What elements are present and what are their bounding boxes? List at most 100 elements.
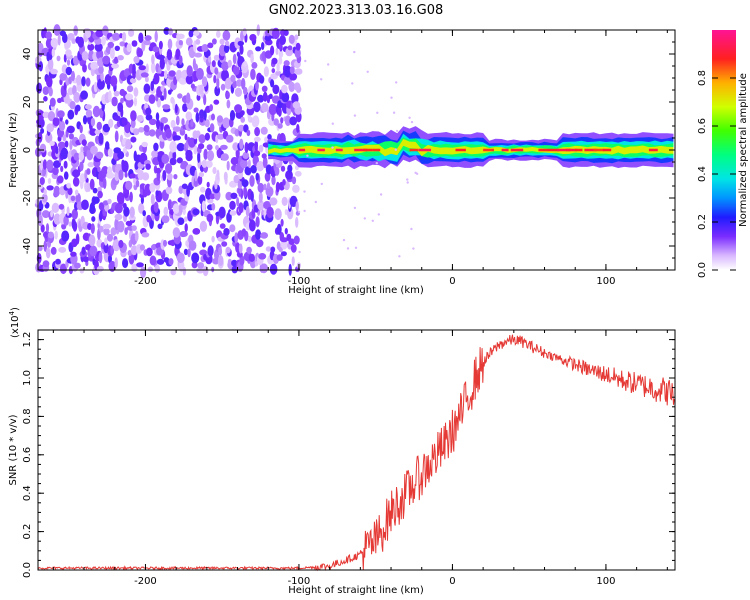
spectrogram-noise-cell: [249, 34, 257, 42]
spectrogram-noise-cell: [96, 121, 103, 131]
spectrogram-noise-cell: [177, 93, 183, 99]
spectrogram-noise-cell: [288, 34, 295, 45]
spectrogram-noise-cell: [229, 110, 236, 121]
spectrogram-noise-cell: [239, 138, 244, 150]
spectrogram-noise-cell: [133, 56, 140, 64]
spectrogram-noise-cell: [104, 237, 108, 246]
spectrogram-noise-cell: [49, 97, 56, 107]
spectrogram-noise-cell: [63, 215, 69, 226]
spectrogram-noise-cell: [280, 251, 287, 257]
spectrogram-noise-cell: [278, 56, 283, 65]
spectrogram-noise-cell: [165, 186, 173, 195]
spectrogram-noise-cell: [280, 165, 286, 172]
spectrogram-noise-cell: [172, 203, 180, 214]
spectrogram-noise-cell: [284, 115, 291, 127]
spectrogram-noise-cell: [213, 54, 220, 61]
spectrogram-noise-cell: [230, 74, 236, 83]
spectrogram-noise-cell: [214, 67, 219, 75]
spectrogram-noise-cell: [203, 109, 207, 121]
spectrogram-noise-cell: [255, 172, 259, 181]
spectrogram-noise-cell: [176, 142, 185, 152]
spectrogram-noise-cell: [92, 105, 101, 118]
colorbar-tick-label: 0.8: [697, 70, 708, 86]
spectrogram-noise-cell: [288, 238, 295, 245]
spectrogram-noise-cell: [198, 171, 205, 178]
spectrogram-noise-cell: [87, 43, 95, 51]
spectrogram-noise-cell: [47, 231, 55, 239]
colorbar: 0.0 0.2 0.4 0.6 0.8 Normalized spectral ampl…: [697, 30, 749, 278]
spectrogram-noise-cell: [103, 228, 110, 236]
spectrogram-noise-cell: [206, 181, 210, 188]
spectrogram-noise-cell: [65, 66, 73, 76]
spectrogram-noise-cell: [154, 264, 160, 273]
spectrogram-noise-cell: [254, 139, 258, 152]
spectrogram-noise-cell: [234, 87, 242, 98]
spectrogram-noise-cell: [60, 165, 64, 173]
spectrogram-noise-cell: [271, 27, 280, 40]
spectrogram-noise-cell: [203, 148, 208, 160]
spectrogram-noise-cell: [78, 151, 85, 161]
spectrogram-noise-cell: [280, 117, 284, 124]
spectrogram-noise-cell: [185, 149, 193, 159]
spectrogram-noise-cell: [251, 62, 258, 69]
spectrogram-noise-cell: [160, 117, 168, 124]
spectrogram-noise-cell: [275, 70, 282, 76]
spectrogram-noise-cell: [172, 135, 181, 141]
spectrogram-noise-cell: [98, 132, 104, 145]
spectrogram-noise-cell: [129, 206, 135, 219]
spectrogram-noise-cell: [276, 223, 282, 235]
spectrogram-noise-cell: [291, 176, 297, 185]
spectrogram-noise-cell: [42, 260, 50, 268]
spectrogram-noise-cell: [58, 203, 65, 210]
spectrogram-noise-cell: [72, 169, 81, 178]
spectrogram-noise-cell: [102, 177, 107, 189]
spectrogram-noise-cell: [187, 248, 191, 258]
spectrogram-noise-cell: [119, 41, 126, 47]
spectrogram-noise-cell: [51, 202, 60, 213]
spectrogram-noise-cell: [111, 96, 118, 107]
spectrogram-noise-dot: [395, 129, 399, 133]
spectrogram-noise-cell: [261, 85, 268, 93]
spectrogram-noise-cell: [277, 123, 283, 129]
spectrogram-noise-cell: [184, 133, 188, 141]
spectrogram-noise-cell: [92, 196, 100, 204]
spectrogram-noise-cell: [179, 231, 188, 237]
spectrogram-noise-cell: [75, 104, 81, 112]
spectrogram-noise-cell: [199, 249, 208, 256]
spectrogram-noise-cell: [238, 202, 244, 214]
spectrogram-y-tick-label: -40: [22, 238, 33, 254]
spectrogram-noise-cell: [102, 123, 111, 133]
spectrogram-noise-cell: [148, 94, 156, 104]
spectrogram-noise-cell: [58, 120, 66, 132]
spectrogram-noise-cell: [168, 258, 174, 266]
spectrogram-noise-cell: [241, 179, 249, 188]
spectrogram-noise-cell: [79, 173, 86, 183]
spectrogram-noise-cell: [42, 159, 48, 170]
spectrogram-noise-cell: [158, 40, 163, 50]
spectrogram-noise-cell: [125, 138, 132, 150]
spectrogram-noise-cell: [176, 157, 183, 164]
spectrogram-noise-cell: [236, 79, 243, 87]
spectrogram-noise-cell: [221, 61, 229, 71]
spectrogram-noise-cell: [98, 65, 104, 74]
spectrogram-noise-cell: [85, 77, 91, 87]
spectrogram-noise-cell: [66, 206, 70, 216]
spectrogram-noise-cell: [122, 258, 129, 269]
spectrogram-noise-cell: [98, 251, 103, 264]
spectrogram-noise-cell: [213, 99, 220, 105]
spectrogram-signal-band: [268, 139, 674, 157]
spectrogram-noise-cell: [102, 223, 111, 230]
colorbar-tick-label: 0.4: [697, 166, 708, 182]
spectrogram-noise-cell: [209, 123, 215, 133]
spectrogram-noise-cell: [235, 242, 241, 253]
spectrogram-noise-cell: [216, 115, 223, 123]
spectrogram-noise-cell: [186, 92, 191, 104]
spectrogram-noise-cell: [223, 44, 230, 53]
snr-y-tick-label: 0.0: [22, 562, 33, 578]
spectrogram-noise-cell: [281, 91, 290, 103]
spectrogram-noise-cell: [107, 198, 112, 205]
spectrogram-noise-cell: [213, 75, 217, 84]
spectrogram-noise-dot: [379, 193, 383, 196]
spectrogram-noise-cell: [143, 39, 151, 46]
spectrogram-noise-cell: [186, 65, 193, 77]
